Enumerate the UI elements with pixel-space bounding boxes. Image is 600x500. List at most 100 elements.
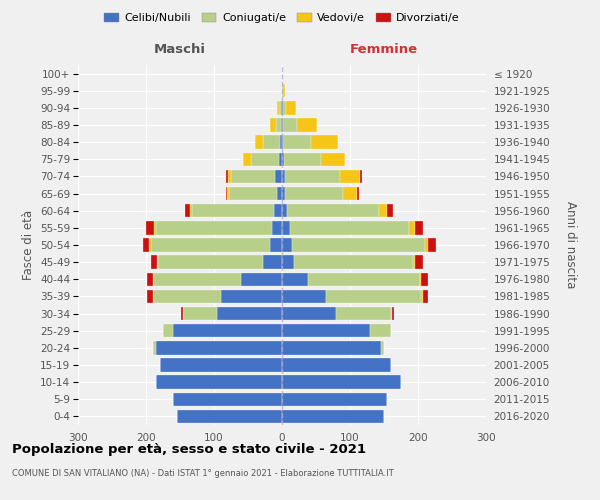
Bar [184, 307, 217, 320]
Bar [148, 290, 153, 303]
Bar [192, 204, 274, 218]
Bar [360, 170, 362, 183]
Bar [282, 187, 286, 200]
Bar [409, 221, 415, 234]
Bar [292, 238, 425, 252]
Bar [286, 101, 296, 114]
Bar [308, 272, 420, 286]
Bar [340, 170, 360, 183]
Bar [154, 221, 156, 234]
Bar [263, 256, 282, 269]
Bar [263, 136, 280, 149]
Bar [287, 204, 379, 218]
Legend: Celibi/Nubili, Coniugati/e, Vedovi/e, Divorziati/e: Celibi/Nubili, Coniugati/e, Vedovi/e, Di… [100, 8, 464, 28]
Bar [274, 204, 282, 218]
Bar [282, 410, 384, 423]
Bar [160, 358, 282, 372]
Bar [282, 392, 388, 406]
Bar [163, 324, 173, 338]
Bar [153, 290, 221, 303]
Bar [379, 204, 388, 218]
Bar [282, 238, 292, 252]
Bar [282, 118, 283, 132]
Bar [282, 204, 287, 218]
Bar [151, 256, 157, 269]
Bar [282, 84, 283, 98]
Bar [297, 118, 317, 132]
Bar [413, 256, 415, 269]
Bar [282, 324, 370, 338]
Bar [357, 187, 359, 200]
Bar [284, 152, 322, 166]
Bar [276, 118, 281, 132]
Bar [370, 324, 391, 338]
Bar [421, 290, 423, 303]
Bar [272, 221, 282, 234]
Bar [290, 221, 409, 234]
Bar [282, 290, 326, 303]
Bar [420, 272, 421, 286]
Bar [415, 221, 423, 234]
Bar [226, 187, 227, 200]
Text: COMUNE DI SAN VITALIANO (NA) - Dati ISTAT 1° gennaio 2021 - Elaborazione TUTTITA: COMUNE DI SAN VITALIANO (NA) - Dati ISTA… [12, 469, 394, 478]
Bar [151, 238, 270, 252]
Bar [282, 376, 401, 389]
Bar [226, 170, 227, 183]
Bar [380, 341, 384, 354]
Bar [227, 187, 229, 200]
Bar [428, 238, 436, 252]
Bar [423, 290, 428, 303]
Bar [231, 170, 275, 183]
Bar [282, 136, 283, 149]
Bar [255, 136, 263, 149]
Bar [392, 307, 394, 320]
Bar [337, 307, 391, 320]
Bar [270, 238, 282, 252]
Bar [143, 238, 149, 252]
Bar [415, 256, 424, 269]
Bar [190, 204, 192, 218]
Bar [322, 152, 345, 166]
Bar [173, 392, 282, 406]
Bar [148, 272, 153, 286]
Bar [282, 358, 391, 372]
Bar [275, 170, 282, 183]
Bar [421, 272, 428, 286]
Bar [282, 307, 337, 320]
Bar [176, 410, 282, 423]
Bar [281, 118, 282, 132]
Y-axis label: Fasce di età: Fasce di età [22, 210, 35, 280]
Bar [153, 272, 241, 286]
Bar [283, 118, 297, 132]
Bar [283, 101, 286, 114]
Bar [286, 170, 340, 183]
Bar [229, 187, 277, 200]
Bar [282, 152, 284, 166]
Bar [283, 136, 311, 149]
Bar [283, 84, 286, 98]
Bar [156, 341, 282, 354]
Bar [282, 221, 290, 234]
Bar [217, 307, 282, 320]
Bar [388, 204, 393, 218]
Bar [425, 238, 428, 252]
Bar [157, 256, 158, 269]
Bar [241, 272, 282, 286]
Text: Popolazione per età, sesso e stato civile - 2021: Popolazione per età, sesso e stato civil… [12, 442, 366, 456]
Bar [156, 221, 272, 234]
Bar [277, 187, 282, 200]
Bar [251, 152, 278, 166]
Text: Femmine: Femmine [350, 42, 418, 56]
Bar [286, 187, 343, 200]
Bar [158, 256, 263, 269]
Bar [173, 324, 282, 338]
Bar [282, 341, 380, 354]
Bar [294, 256, 413, 269]
Bar [278, 152, 282, 166]
Bar [280, 136, 282, 149]
Bar [281, 101, 282, 114]
Bar [243, 152, 251, 166]
Bar [282, 272, 308, 286]
Bar [146, 221, 154, 234]
Bar [278, 101, 281, 114]
